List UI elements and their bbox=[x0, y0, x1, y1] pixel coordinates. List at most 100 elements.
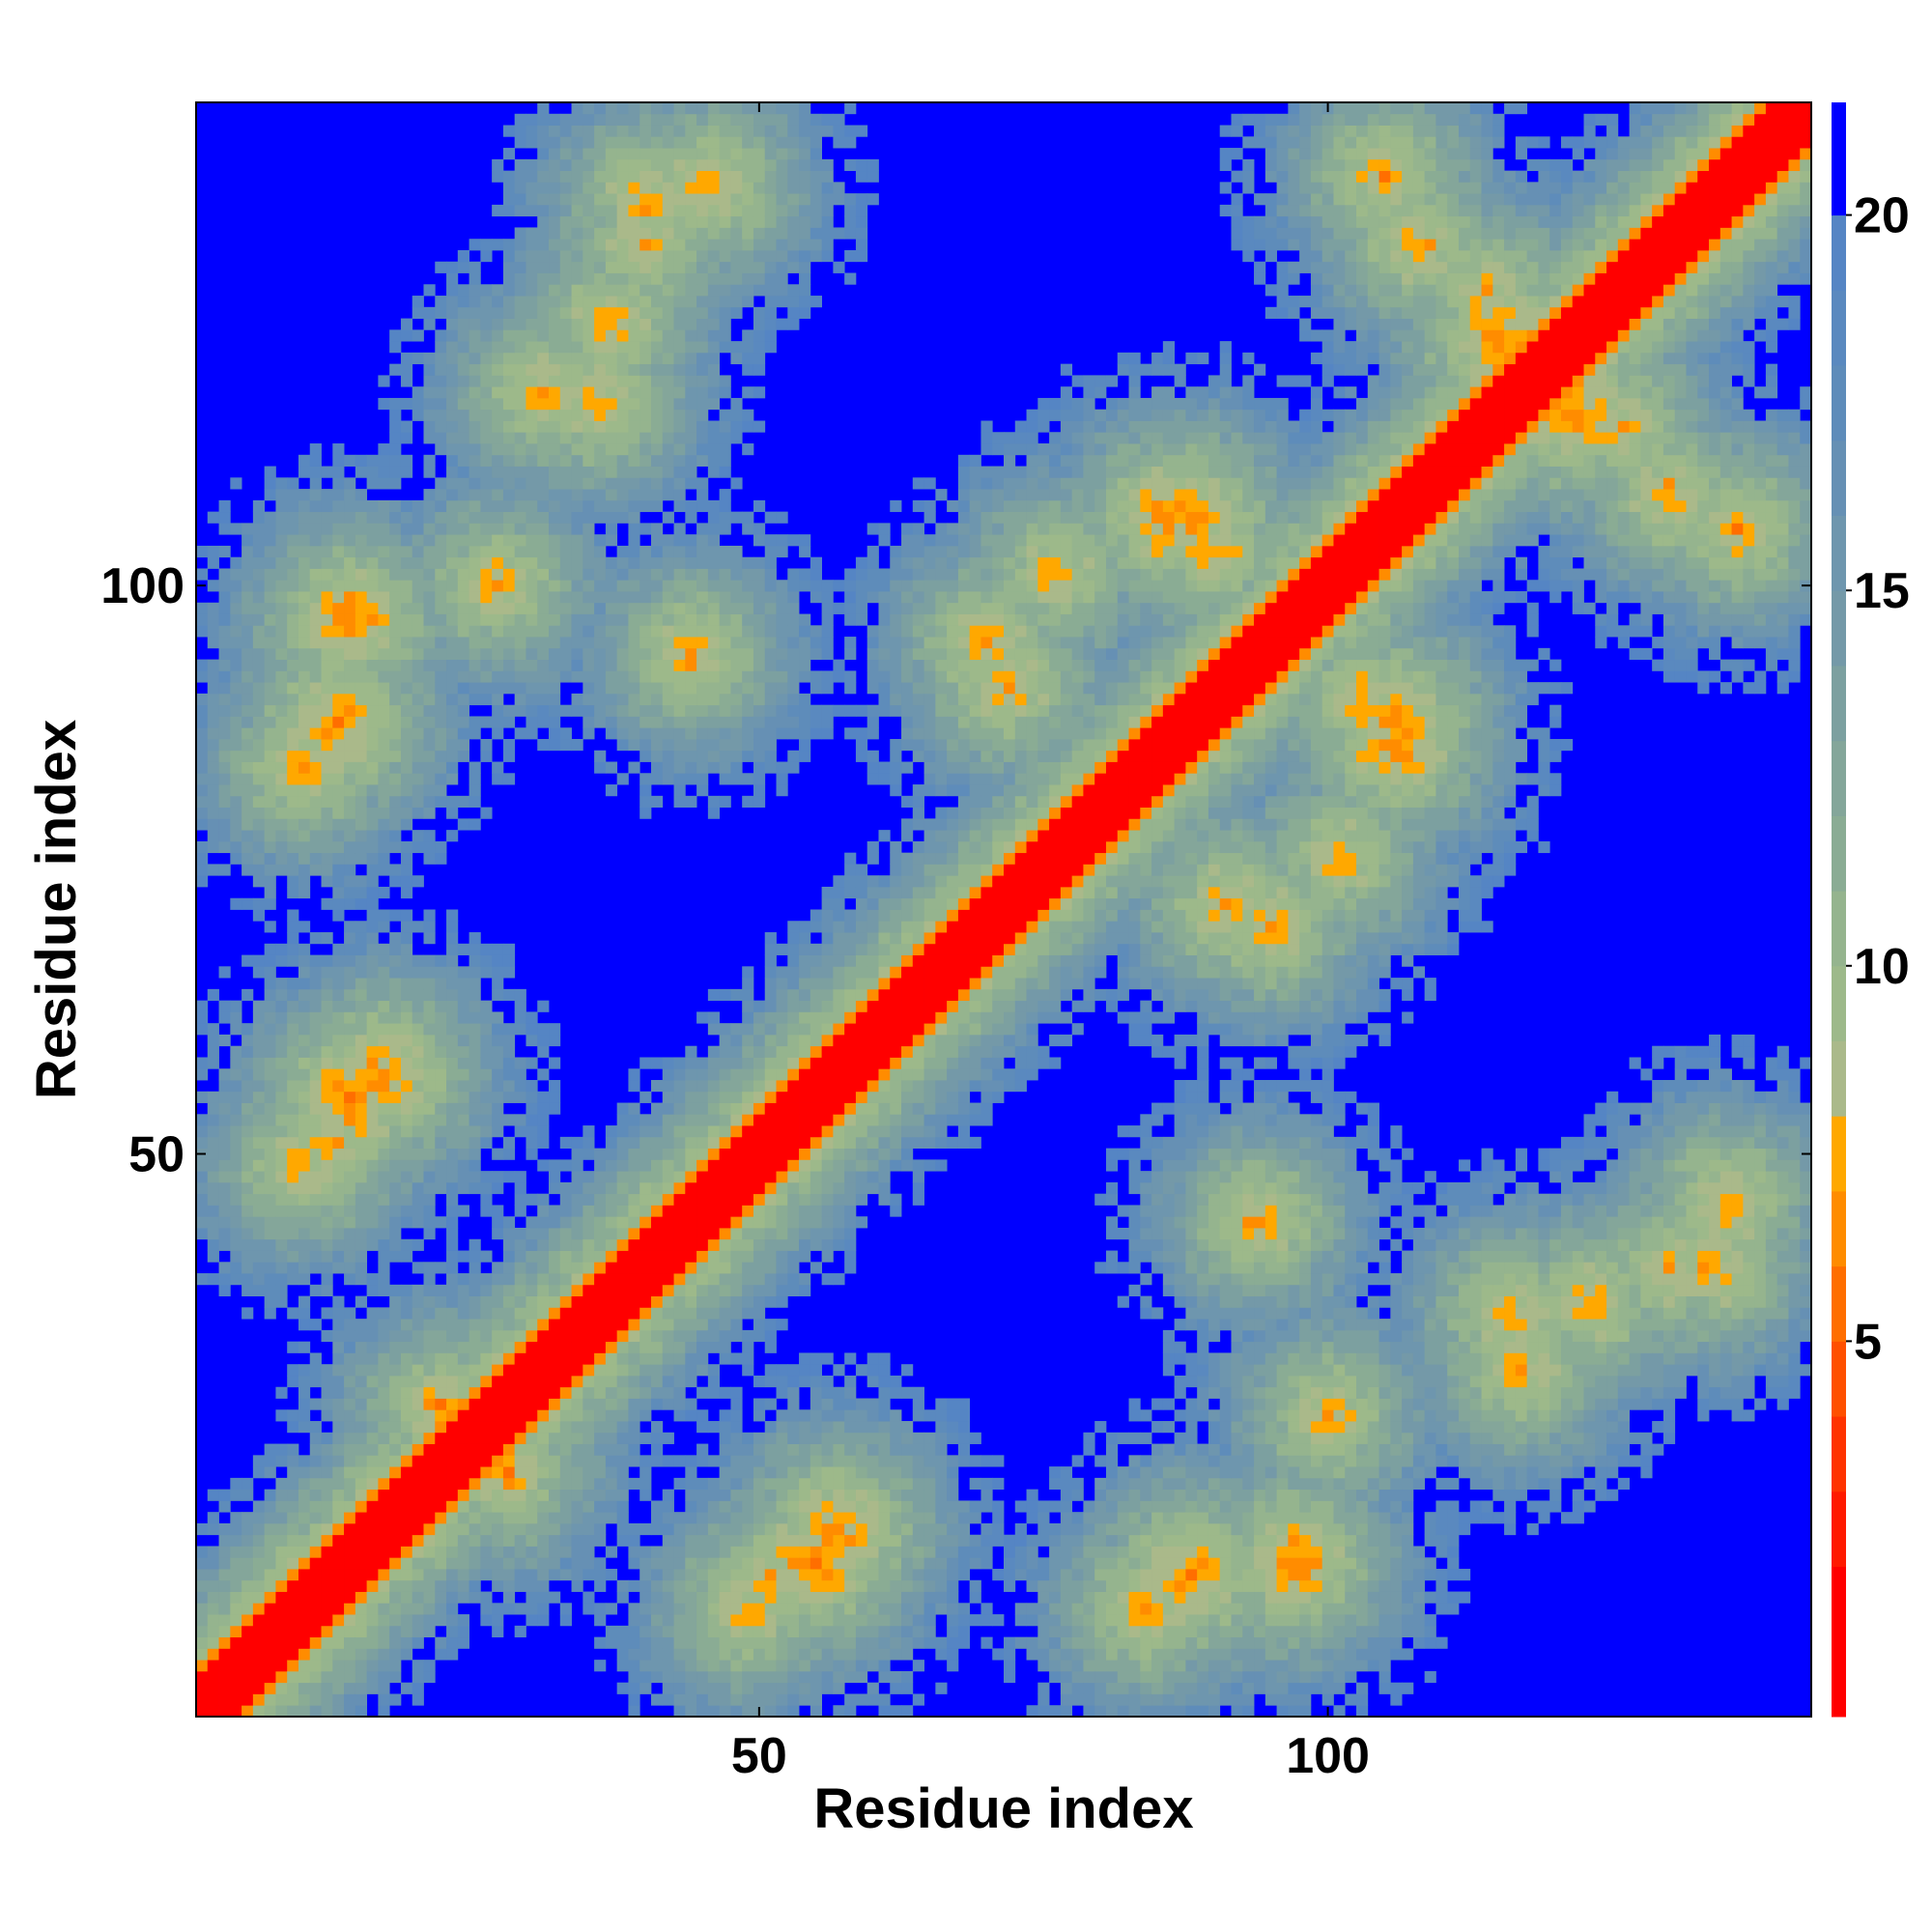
heatmap-cell bbox=[446, 613, 459, 626]
heatmap-cell bbox=[344, 1114, 356, 1126]
heatmap-cell bbox=[423, 761, 436, 774]
heatmap-cell bbox=[400, 375, 413, 387]
heatmap-cell bbox=[492, 499, 504, 513]
heatmap-cell bbox=[275, 1284, 288, 1296]
heatmap-cell bbox=[696, 1227, 709, 1240]
heatmap-cell bbox=[753, 738, 766, 752]
heatmap-cell bbox=[457, 1114, 469, 1126]
heatmap-cell bbox=[639, 386, 652, 399]
heatmap-cell bbox=[514, 1295, 526, 1308]
heatmap-cell bbox=[298, 830, 311, 842]
heatmap-cell bbox=[309, 1080, 322, 1093]
heatmap-cell bbox=[469, 1000, 481, 1012]
heatmap-cell bbox=[559, 499, 572, 513]
heatmap-cell bbox=[526, 1409, 538, 1422]
heatmap-cell bbox=[696, 693, 709, 706]
heatmap-cell bbox=[492, 761, 504, 774]
heatmap-cell bbox=[628, 1352, 640, 1365]
heatmap-cell bbox=[696, 580, 709, 592]
heatmap-cell bbox=[628, 1181, 640, 1195]
heatmap-cell bbox=[412, 647, 424, 661]
heatmap-cell bbox=[730, 1579, 743, 1592]
heatmap-cell bbox=[423, 1068, 436, 1081]
heatmap-cell bbox=[707, 1250, 721, 1263]
heatmap-cell bbox=[514, 182, 526, 194]
heatmap-cell bbox=[469, 489, 481, 501]
heatmap-cell bbox=[753, 1603, 766, 1615]
heatmap-cell bbox=[309, 727, 322, 740]
heatmap-cell bbox=[549, 1522, 561, 1536]
heatmap-cell bbox=[287, 1307, 299, 1320]
heatmap-cell bbox=[526, 591, 538, 604]
heatmap-cell bbox=[707, 296, 721, 308]
heatmap-cell bbox=[514, 1227, 526, 1240]
heatmap-cell bbox=[582, 727, 595, 740]
heatmap-cell bbox=[355, 1489, 368, 1501]
heatmap-cell bbox=[696, 682, 709, 695]
heatmap-cell bbox=[537, 1421, 550, 1434]
heatmap-cell bbox=[264, 943, 276, 955]
heatmap-cell bbox=[332, 534, 345, 547]
heatmap-cell bbox=[571, 1443, 583, 1456]
heatmap-cell bbox=[685, 704, 697, 717]
heatmap-cell bbox=[298, 1489, 311, 1501]
heatmap-cell bbox=[696, 158, 709, 172]
heatmap-cell bbox=[639, 1579, 652, 1592]
heatmap-cell bbox=[549, 136, 561, 149]
heatmap-cell bbox=[730, 1522, 743, 1536]
heatmap-cell bbox=[366, 966, 379, 979]
heatmap-cell bbox=[355, 1250, 368, 1263]
heatmap-cell bbox=[435, 1636, 447, 1649]
heatmap-cell bbox=[673, 352, 686, 365]
heatmap-cell bbox=[514, 568, 526, 581]
heatmap-cell bbox=[412, 716, 424, 728]
heatmap-cell bbox=[662, 375, 674, 387]
heatmap-cell bbox=[571, 1579, 583, 1592]
heatmap-cell bbox=[469, 261, 481, 273]
heatmap-cell bbox=[446, 1455, 459, 1467]
heatmap-cell bbox=[707, 375, 721, 387]
heatmap-cell bbox=[537, 261, 550, 273]
heatmap-cell bbox=[412, 1284, 424, 1296]
heatmap-cell bbox=[742, 1171, 754, 1183]
heatmap-cell bbox=[582, 249, 595, 263]
heatmap-cell bbox=[673, 1409, 686, 1422]
heatmap-cell bbox=[332, 1181, 345, 1195]
heatmap-cell bbox=[309, 954, 322, 967]
heatmap-cell bbox=[207, 818, 219, 831]
heatmap-cell bbox=[605, 318, 618, 330]
heatmap-cell bbox=[355, 1148, 368, 1160]
heatmap-cell bbox=[594, 1307, 607, 1320]
heatmap-cell bbox=[719, 215, 731, 228]
heatmap-cell bbox=[218, 499, 231, 513]
heatmap-cell bbox=[469, 1171, 481, 1183]
heatmap-cell bbox=[696, 716, 709, 728]
heatmap-cell bbox=[685, 454, 697, 467]
heatmap-cell bbox=[707, 1262, 721, 1274]
heatmap-cell bbox=[287, 1682, 299, 1694]
heatmap-cell bbox=[594, 1477, 607, 1491]
heatmap-cell bbox=[332, 807, 345, 819]
heatmap-cell bbox=[252, 1705, 266, 1718]
heatmap-cell bbox=[571, 227, 583, 240]
heatmap-cell bbox=[639, 1091, 652, 1103]
heatmap-cell bbox=[502, 182, 516, 194]
heatmap-cell bbox=[355, 716, 368, 728]
heatmap-cell bbox=[230, 830, 242, 842]
heatmap-cell bbox=[673, 318, 686, 330]
heatmap-cell bbox=[719, 1216, 731, 1229]
heatmap-cell bbox=[650, 727, 664, 740]
heatmap-cell bbox=[344, 1421, 356, 1434]
heatmap-cell bbox=[742, 329, 754, 342]
heatmap-cell bbox=[378, 773, 390, 785]
heatmap-cell bbox=[355, 852, 368, 865]
heatmap-cell bbox=[469, 1386, 481, 1399]
heatmap-cell bbox=[696, 534, 709, 547]
heatmap-cell bbox=[753, 1227, 766, 1240]
heatmap-cell bbox=[457, 1057, 469, 1069]
heatmap-cell bbox=[435, 966, 447, 979]
heatmap-cell bbox=[435, 1546, 447, 1558]
heatmap-cell bbox=[400, 1034, 413, 1047]
heatmap-cell bbox=[389, 1522, 402, 1536]
heatmap-cell bbox=[502, 1591, 516, 1604]
